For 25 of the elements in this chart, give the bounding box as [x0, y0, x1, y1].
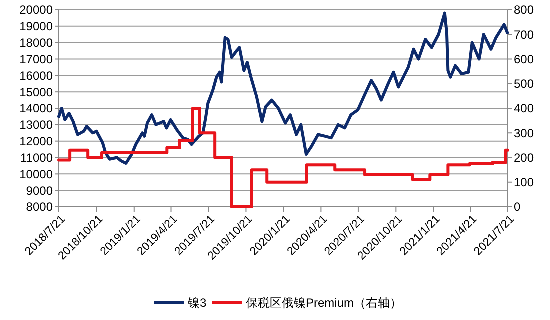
y2-tick-label: 100 — [514, 176, 534, 190]
y-tick-label: 17000 — [20, 52, 54, 66]
y2-tick-label: 200 — [514, 150, 534, 165]
y-tick-label: 9000 — [26, 184, 54, 198]
y2-tick-label: 700 — [514, 28, 534, 42]
legend-label: 保税区俄镍Premium（右轴） — [246, 296, 402, 310]
y2-tick-label: 300 — [514, 126, 534, 140]
y-tick-label: 10000 — [20, 167, 54, 182]
legend-label: 镍3 — [187, 296, 207, 310]
y-tick-label: 19000 — [20, 20, 54, 34]
y-tick-label: 16000 — [20, 68, 54, 83]
y2-tick-label: 0 — [514, 200, 521, 214]
y-tick-label: 18000 — [20, 36, 54, 50]
y-tick-label: 12000 — [20, 134, 54, 149]
y-tick-label: 11000 — [20, 150, 54, 165]
y2-tick-label: 800 — [514, 3, 534, 18]
y-tick-label: 15000 — [20, 85, 54, 100]
line-series — [58, 12, 510, 165]
y2-tick-label: 400 — [514, 102, 534, 116]
y-tick-label: 14000 — [20, 102, 54, 116]
y2-tick-label: 600 — [514, 52, 534, 66]
y-tick-label: 8000 — [26, 200, 54, 214]
y2-tick-label: 500 — [514, 77, 534, 92]
y-tick-label: 13000 — [20, 118, 54, 132]
y-tick-label: 20000 — [20, 3, 54, 18]
